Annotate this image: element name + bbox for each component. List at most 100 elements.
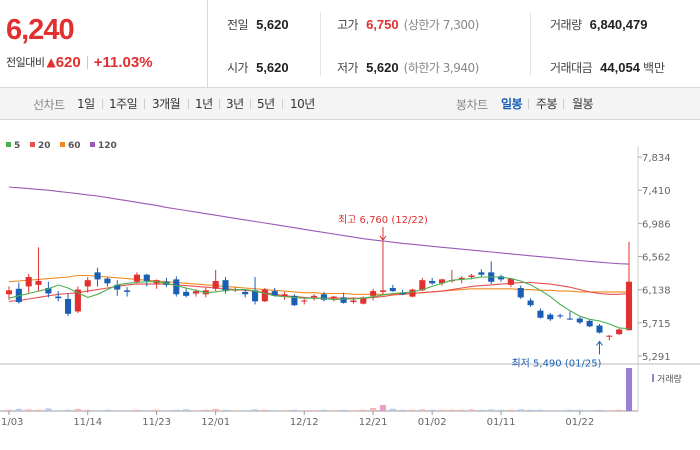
candle-body — [124, 290, 131, 292]
candle-body — [212, 280, 219, 289]
candle-body — [330, 296, 337, 299]
period-3y-tab[interactable]: 3년 — [226, 97, 244, 111]
y-tick-label: 5,291 — [642, 352, 671, 363]
candle-body — [596, 325, 603, 333]
volume-bar — [301, 410, 308, 412]
legend-label: 60 — [68, 141, 81, 151]
volume-label: 거래량 — [550, 17, 582, 32]
change-percent: +11.03% — [93, 53, 153, 71]
volume-bar — [507, 409, 514, 411]
candle-body — [183, 291, 190, 296]
volume-bar — [527, 409, 534, 411]
candle-body — [557, 315, 564, 317]
chart-toolbar: 선차트 1일 1주일 3개월 1년 3년 5년 10년 봉차트 일봉 주봉 월봉 — [0, 88, 700, 120]
x-tick-label: 01/02 — [418, 417, 447, 428]
candle-body — [251, 290, 259, 302]
legend-label: 20 — [38, 141, 51, 151]
open-stat: 시가 5,620 — [227, 57, 289, 77]
period-1w-tab[interactable]: 1주일 — [109, 97, 138, 111]
period-1y-tab[interactable]: 1년 — [195, 97, 213, 111]
volume-bar — [114, 410, 121, 412]
toolbar-divider — [563, 99, 564, 109]
candle-body — [25, 277, 32, 287]
candle-body — [576, 318, 583, 323]
candle-body — [291, 295, 298, 306]
volume-bar — [222, 409, 229, 411]
volume-bar — [448, 409, 455, 411]
prev-close-value: 5,620 — [256, 16, 289, 32]
volume-bar — [242, 410, 249, 412]
candle-body — [301, 300, 308, 302]
x-tick-label: 12/21 — [359, 417, 388, 428]
volume-bar — [35, 409, 42, 411]
volume-bar — [143, 410, 150, 412]
period-5y-tab[interactable]: 5년 — [257, 97, 275, 111]
volume-bar — [537, 409, 544, 411]
candle-body — [498, 276, 505, 280]
candle-body — [606, 335, 613, 337]
y-tick-label: 6,986 — [642, 219, 671, 230]
period-3m-tab[interactable]: 3개월 — [152, 97, 181, 111]
candle-body — [616, 329, 623, 335]
volume-bar — [557, 410, 564, 412]
trade-value-label: 거래대금 — [550, 60, 593, 75]
volume-bar — [596, 409, 603, 411]
open-label: 시가 — [227, 60, 249, 75]
candle-body — [625, 281, 633, 331]
volume-stat: 거래량 6,840,479 — [550, 14, 647, 34]
change-amount: 620 — [55, 53, 81, 71]
lower-limit-label: 하한가 — [407, 60, 440, 75]
legend-swatch — [6, 142, 11, 147]
price-chart[interactable]: 5 20 60 120 7,834 7,410 6,986 6,562 6,138 5,715 5,… — [0, 120, 700, 450]
candle-body — [45, 287, 52, 294]
candle-body — [517, 287, 524, 298]
candle-body — [468, 275, 475, 278]
volume-bar — [379, 404, 387, 411]
candle-body — [281, 294, 288, 297]
candle-body — [566, 318, 574, 320]
volume-bar — [586, 410, 593, 412]
volume-bar — [517, 409, 524, 411]
candle-body — [261, 289, 268, 302]
quote-panel: 6,240 전일대비 ▲ 620 +11.03% 전일 5,620 시가 5,6… — [0, 0, 700, 88]
price-box: 6,240 전일대비 ▲ 620 +11.03% — [0, 0, 208, 88]
candle-body — [429, 280, 436, 284]
candle-body — [350, 300, 357, 303]
candle-body — [271, 291, 278, 296]
candle-body — [104, 278, 111, 284]
candle-body — [84, 280, 91, 287]
volume-bar — [370, 407, 377, 411]
volume-bar — [183, 409, 190, 411]
volume-bar — [419, 409, 426, 411]
candle-body — [5, 290, 13, 295]
candle-body — [311, 295, 318, 298]
volume-bar — [173, 409, 180, 411]
y-tick-label: 7,410 — [642, 186, 671, 197]
volume-bar — [104, 409, 111, 411]
candle-body — [173, 279, 180, 295]
volume-bar — [340, 409, 347, 411]
high-marker-arrowhead — [379, 235, 387, 241]
candle-weekly-tab[interactable]: 주봉 — [536, 97, 558, 111]
trade-value-stat: 거래대금 44,054 백만 — [550, 57, 665, 77]
candle-daily-tab[interactable]: 일봉 — [501, 97, 523, 111]
candle-monthly-tab[interactable]: 월봉 — [572, 97, 594, 111]
volume-bar — [163, 410, 170, 412]
volume-legend-label: 거래량 — [657, 373, 682, 385]
lower-limit: (하한가 3,940) — [403, 60, 480, 75]
volume-bar — [271, 410, 278, 412]
volume-bar — [45, 408, 52, 411]
candle-body — [340, 297, 347, 303]
volume-bar — [330, 410, 337, 412]
period-10y-tab[interactable]: 10년 — [290, 97, 315, 111]
stat-divider — [530, 12, 531, 76]
candle-body — [55, 296, 62, 299]
period-1d-tab[interactable]: 1일 — [77, 97, 95, 111]
volume-bar — [133, 409, 140, 411]
line-chart-label: 선차트 — [33, 98, 65, 112]
candle-body — [389, 287, 396, 292]
low-value: 5,620 — [366, 59, 399, 75]
volume-bar — [438, 409, 446, 411]
candle-body — [242, 291, 249, 295]
change-divider — [86, 55, 88, 69]
